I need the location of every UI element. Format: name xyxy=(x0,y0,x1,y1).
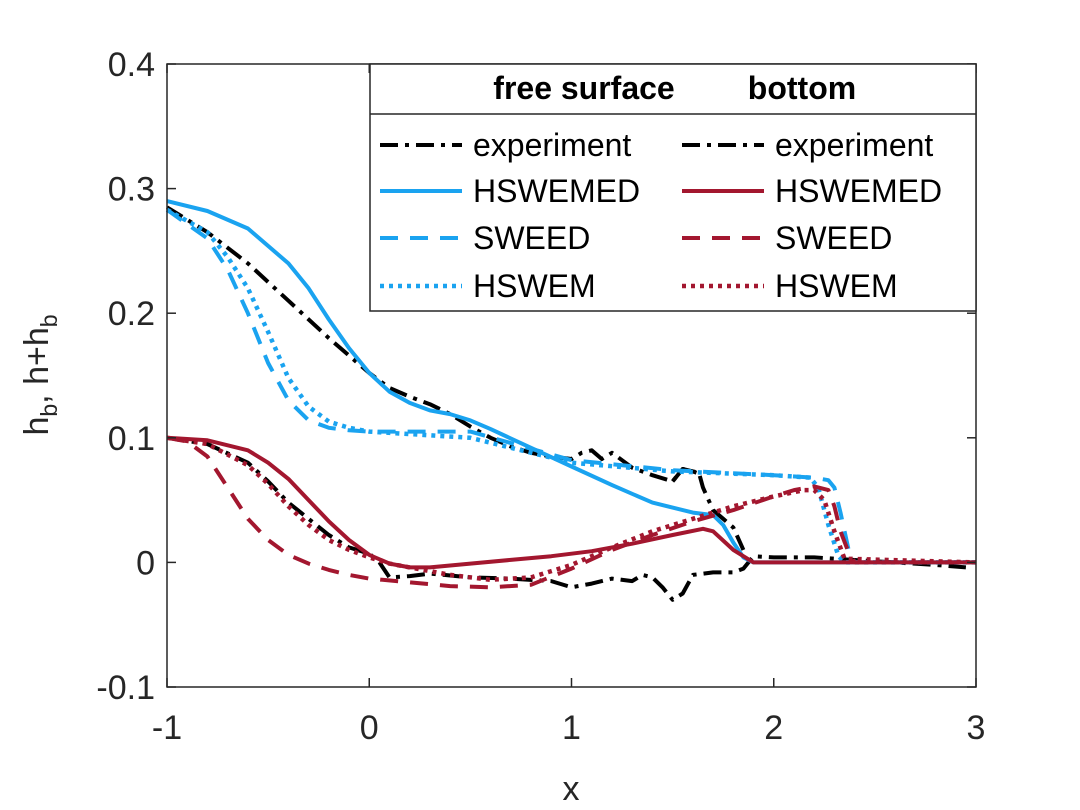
series-line-bottom-experiment-1 xyxy=(166,435,967,602)
y-tick-label-1: 0 xyxy=(136,544,155,582)
series-line-free-surface-hswem-5 xyxy=(165,207,976,565)
legend-label-bottom-sweed: SWEED xyxy=(775,220,892,256)
y-tick-label-2: 0.1 xyxy=(108,420,155,458)
y-axis-label-sub-b: b xyxy=(36,404,62,417)
y-axis-label: hb, h+hb xyxy=(18,314,62,435)
x-tick-label-4: 3 xyxy=(967,709,986,747)
y-tick-label-0: -0.1 xyxy=(96,669,155,707)
legend-header-bottom: bottom xyxy=(748,70,856,106)
legend-label-bottom-hswemed: HSWEMED xyxy=(775,173,942,209)
legend-label-fs-sweed: SWEED xyxy=(473,220,590,256)
x-axis-label: x xyxy=(563,770,580,808)
legend-header-free-surface: free surface xyxy=(493,70,674,106)
y-axis-label-sub-b2: b xyxy=(36,314,62,327)
legend: free surface bottom experiment HSWEMED S… xyxy=(369,63,977,312)
legend-box xyxy=(369,63,977,312)
x-tick-label-2: 1 xyxy=(562,709,581,747)
y-tick-label-5: 0.4 xyxy=(108,46,155,84)
series-line-bottom-hswemed-6 xyxy=(166,435,976,570)
x-tick-label-1: 0 xyxy=(360,709,379,747)
series-layer xyxy=(165,199,977,602)
x-tick-label-0: -1 xyxy=(152,709,182,747)
x-tick-label-3: 2 xyxy=(764,709,783,747)
legend-label-bottom-hswem: HSWEM xyxy=(775,268,898,304)
legend-label-fs-hswemed: HSWEMED xyxy=(473,173,640,209)
y-axis-label-h: h xyxy=(18,417,56,436)
series-line-bottom-front-experiment-2 xyxy=(671,467,746,551)
legend-label-fs-hswem: HSWEM xyxy=(473,268,596,304)
ticks-layer: -1 0 1 2 3 -0.1 0 0.1 0.2 0.3 0.4 xyxy=(96,46,985,747)
series-line-bottom-sweed-7 xyxy=(166,435,976,590)
y-axis-label-middle: , h+h xyxy=(18,327,56,404)
series-line-free-surface-sweed-4 xyxy=(165,208,976,565)
y-tick-label-3: 0.2 xyxy=(108,295,155,333)
legend-label-bottom-experiment: experiment xyxy=(775,127,933,163)
legend-label-fs-experiment: experiment xyxy=(473,127,631,163)
y-tick-label-4: 0.3 xyxy=(108,171,155,209)
